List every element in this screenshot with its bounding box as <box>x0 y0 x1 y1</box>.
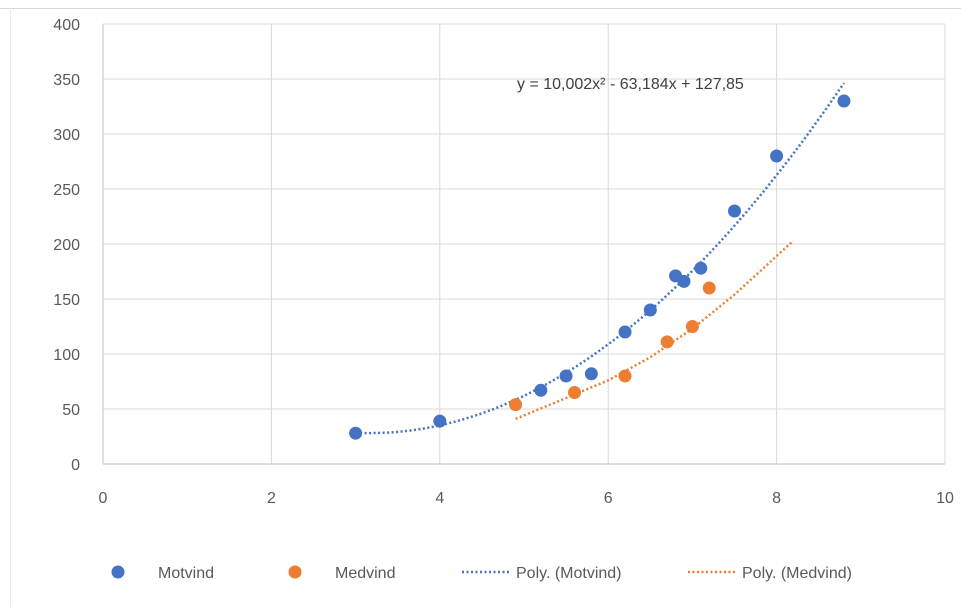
trendlines <box>355 82 846 435</box>
chart-left-border <box>10 8 11 607</box>
point-motvind <box>837 94 851 108</box>
legend: Motvind Medvind Poly. (Motvind) Poly. (Medv… <box>111 565 852 582</box>
legend-marker <box>111 565 125 579</box>
point-motvind <box>534 383 548 397</box>
point-medvind <box>685 320 699 333</box>
legend-label: Poly. (Medvind) <box>742 565 852 582</box>
x-tick-label: 8 <box>772 490 781 507</box>
trendline-equation: y = 10,002x² - 63,184x + 127,85 <box>517 76 744 93</box>
point-medvind <box>618 369 632 383</box>
x-tick-label: 4 <box>435 490 444 507</box>
y-tick-label: 0 <box>71 457 80 474</box>
y-tick-label: 50 <box>62 402 80 419</box>
point-motvind <box>584 367 598 381</box>
y-tick-label: 100 <box>53 347 80 364</box>
point-medvind <box>509 398 523 412</box>
y-tick-label: 350 <box>53 72 80 89</box>
y-tick-label: 200 <box>53 237 80 254</box>
x-tick-label: 0 <box>99 490 108 507</box>
point-motvind <box>770 149 784 163</box>
trendline-1 <box>515 239 795 421</box>
point-motvind <box>677 274 691 288</box>
point-motvind <box>643 303 657 317</box>
legend-label: Medvind <box>335 565 395 582</box>
point-motvind <box>728 204 741 218</box>
point-motvind <box>559 369 573 383</box>
data-points <box>349 94 851 440</box>
legend-label: Poly. (Motvind) <box>516 565 622 582</box>
point-motvind <box>349 426 363 440</box>
point-medvind <box>568 386 582 399</box>
x-tick-label: 6 <box>604 490 613 507</box>
y-tick-label: 150 <box>53 292 80 309</box>
x-tick-label: 2 <box>267 490 276 507</box>
trendline-0 <box>355 82 846 435</box>
legend-label: Motvind <box>158 565 214 582</box>
legend-marker <box>288 565 302 579</box>
x-tick-label: 10 <box>936 490 954 507</box>
axes: 0 50 100 150 200 250 300 350 400 0 2 4 6 8 10 <box>53 17 954 507</box>
y-tick-label: 300 <box>53 127 80 144</box>
y-tick-label: 250 <box>53 182 80 199</box>
y-tick-label: 400 <box>53 17 80 34</box>
point-motvind <box>694 261 708 275</box>
point-motvind <box>618 325 632 339</box>
point-medvind <box>702 281 716 295</box>
point-medvind <box>660 335 674 349</box>
gridlines <box>103 23 946 464</box>
chart-top-border <box>0 0 961 9</box>
point-motvind <box>433 414 447 428</box>
